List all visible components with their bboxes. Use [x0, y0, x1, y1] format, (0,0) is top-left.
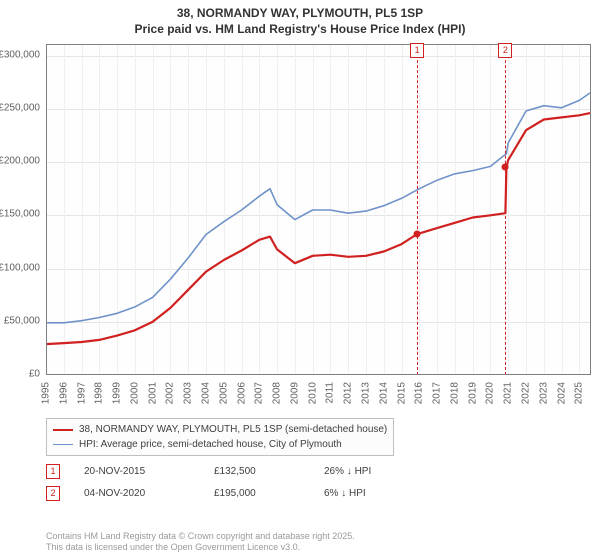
title-line2: Price paid vs. HM Land Registry's House … — [0, 22, 600, 38]
series-hpi — [46, 93, 590, 323]
xtick-label: 2010 — [307, 382, 318, 404]
xtick-label: 2001 — [147, 382, 158, 404]
sales-row-date: 04-NOV-2020 — [84, 488, 214, 499]
xtick-label: 2016 — [414, 382, 425, 404]
xtick-label: 2000 — [129, 382, 140, 404]
ytick-label: £250,000 — [0, 102, 40, 113]
xtick-label: 1999 — [112, 382, 123, 404]
sales-row-delta: 26% ↓ HPI — [324, 466, 424, 477]
legend-swatch-icon — [53, 429, 73, 431]
xtick-label: 2014 — [378, 382, 389, 404]
xtick-label: 1998 — [94, 382, 105, 404]
xtick-label: 2020 — [485, 382, 496, 404]
xtick-label: 1997 — [76, 382, 87, 404]
ytick-label: £200,000 — [0, 156, 40, 167]
ytick-label: £100,000 — [0, 262, 40, 273]
chart-plot-area: 12 — [46, 44, 591, 375]
sale-point-icon — [502, 164, 509, 171]
legend-label: HPI: Average price, semi-detached house,… — [79, 437, 342, 452]
xtick-label: 2023 — [538, 382, 549, 404]
xtick-label: 2025 — [574, 382, 585, 404]
sale-point-icon — [414, 230, 421, 237]
attribution-line1: Contains HM Land Registry data © Crown c… — [46, 531, 355, 543]
xtick-label: 2012 — [343, 382, 354, 404]
xtick-label: 2006 — [236, 382, 247, 404]
xtick-label: 2017 — [432, 382, 443, 404]
xtick-label: 2022 — [521, 382, 532, 404]
xtick-label: 2004 — [201, 382, 212, 404]
legend-label: 38, NORMANDY WAY, PLYMOUTH, PL5 1SP (sem… — [79, 422, 387, 437]
ytick-label: £0 — [29, 369, 40, 380]
xtick-label: 2011 — [325, 382, 336, 404]
sales-row-marker: 2 — [46, 486, 60, 501]
xtick-label: 2002 — [165, 382, 176, 404]
sales-row-price: £195,000 — [214, 488, 324, 499]
sales-row: 2 04-NOV-2020£195,0006% ↓ HPI — [46, 482, 424, 504]
sales-row-date: 20-NOV-2015 — [84, 466, 214, 477]
sales-table: 1 20-NOV-2015£132,50026% ↓ HPI 2 04-NOV-202… — [46, 460, 424, 504]
xtick-label: 2019 — [467, 382, 478, 404]
ytick-label: £50,000 — [4, 315, 40, 326]
sale-marker-label: 2 — [498, 43, 512, 58]
sales-row: 1 20-NOV-2015£132,50026% ↓ HPI — [46, 460, 424, 482]
legend-row: 38, NORMANDY WAY, PLYMOUTH, PL5 1SP (sem… — [53, 422, 387, 437]
ytick-label: £300,000 — [0, 49, 40, 60]
xtick-label: 2005 — [218, 382, 229, 404]
xtick-label: 2018 — [449, 382, 460, 404]
sale-marker-label: 1 — [410, 43, 424, 58]
ytick-label: £150,000 — [0, 209, 40, 220]
xtick-label: 2021 — [503, 382, 514, 404]
sales-row-delta: 6% ↓ HPI — [324, 488, 424, 499]
attribution-line2: This data is licensed under the Open Gov… — [46, 542, 355, 554]
xtick-label: 2009 — [289, 382, 300, 404]
sales-row-marker: 1 — [46, 464, 60, 479]
legend-row: HPI: Average price, semi-detached house,… — [53, 437, 387, 452]
xtick-label: 1996 — [58, 382, 69, 404]
xtick-label: 2008 — [272, 382, 283, 404]
sale-marker-line — [417, 45, 418, 375]
xtick-label: 2003 — [183, 382, 194, 404]
legend-swatch-icon — [53, 444, 73, 445]
legend: 38, NORMANDY WAY, PLYMOUTH, PL5 1SP (sem… — [46, 418, 394, 456]
chart-title: 38, NORMANDY WAY, PLYMOUTH, PL5 1SP Pric… — [0, 0, 600, 37]
xtick-label: 2015 — [396, 382, 407, 404]
chart-lines — [46, 45, 590, 375]
sales-row-price: £132,500 — [214, 466, 324, 477]
xtick-label: 2013 — [361, 382, 372, 404]
y-axis: £0£50,000£100,000£150,000£200,000£250,00… — [0, 44, 44, 374]
xtick-label: 1995 — [41, 382, 52, 404]
attribution: Contains HM Land Registry data © Crown c… — [46, 531, 355, 554]
sale-marker-line — [505, 45, 506, 375]
xtick-label: 2007 — [254, 382, 265, 404]
xtick-label: 2024 — [556, 382, 567, 404]
title-line1: 38, NORMANDY WAY, PLYMOUTH, PL5 1SP — [0, 6, 600, 22]
